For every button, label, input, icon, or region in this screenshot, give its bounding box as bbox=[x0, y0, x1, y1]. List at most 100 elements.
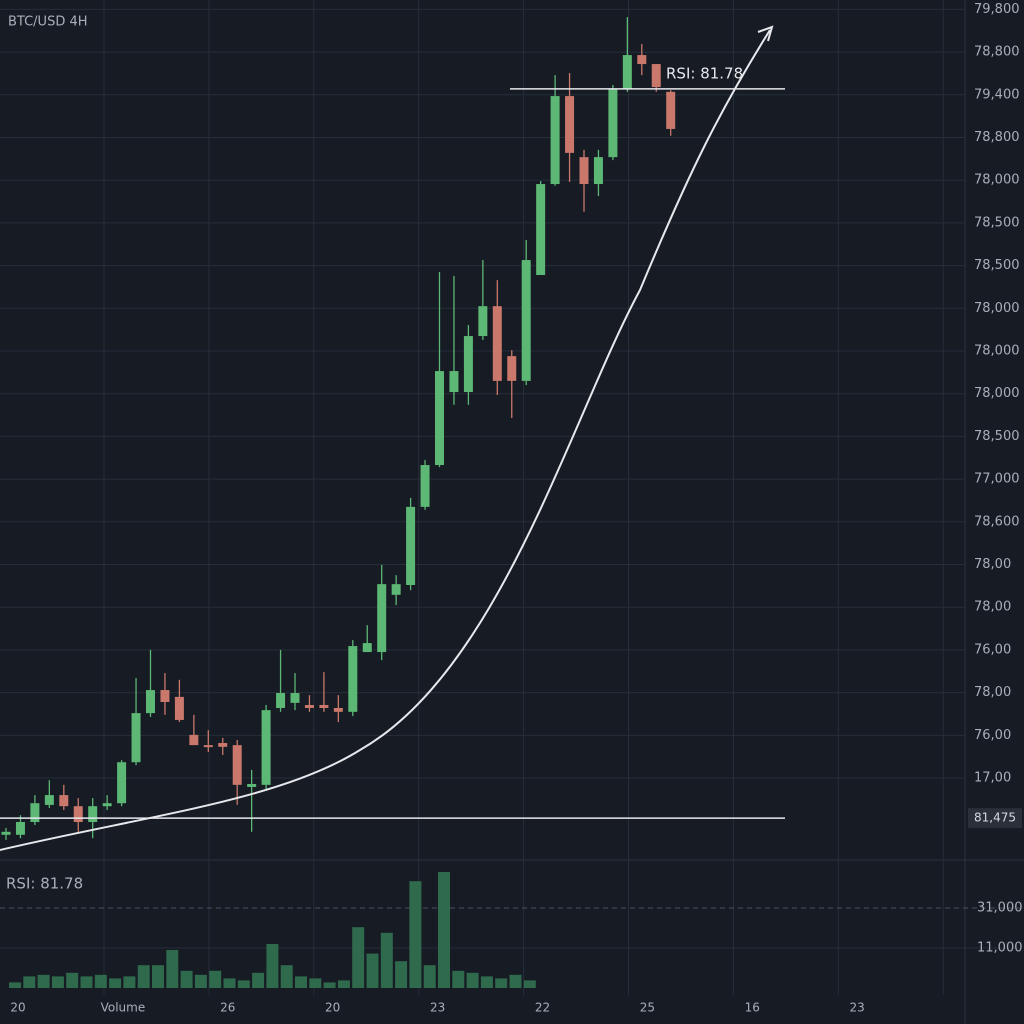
candle-body bbox=[261, 710, 271, 785]
volume-bar bbox=[94, 974, 107, 988]
candle-body bbox=[146, 690, 155, 714]
candle-body bbox=[536, 184, 546, 275]
y-tick-label: 11,000 bbox=[977, 941, 1023, 956]
candle-body bbox=[622, 55, 632, 89]
candle-body bbox=[478, 306, 488, 337]
candle-body bbox=[319, 704, 329, 708]
candle-body bbox=[232, 745, 242, 785]
candle-body bbox=[348, 646, 358, 712]
candle-body bbox=[550, 96, 560, 185]
candle-body bbox=[565, 96, 575, 153]
candle-body bbox=[44, 795, 54, 805]
volume-bar bbox=[123, 976, 136, 988]
volume-bar bbox=[380, 932, 393, 988]
candle-body bbox=[507, 356, 517, 381]
candle-body bbox=[579, 157, 589, 185]
candle-body bbox=[608, 88, 618, 158]
volume-bar bbox=[280, 965, 293, 988]
volume-bar bbox=[223, 978, 236, 988]
y-tick-label: 78,500 bbox=[974, 258, 1020, 273]
candle-body bbox=[290, 693, 300, 703]
candle-body bbox=[463, 336, 473, 392]
y-tick-label: 78,00 bbox=[974, 557, 1011, 572]
candle-body bbox=[131, 713, 141, 763]
candle-body bbox=[362, 643, 372, 653]
x-tick-label: 20 bbox=[10, 1001, 25, 1015]
candle-body bbox=[593, 157, 603, 185]
volume-bar bbox=[166, 950, 179, 988]
candle-body bbox=[189, 734, 199, 746]
y-tick-label: 78,600 bbox=[974, 514, 1020, 529]
volume-bar bbox=[395, 961, 408, 988]
candle-body bbox=[73, 806, 83, 822]
candle-body bbox=[391, 584, 401, 595]
volume-bar bbox=[180, 970, 193, 988]
candle-body bbox=[406, 506, 416, 586]
candle-body bbox=[521, 260, 531, 381]
candle-body bbox=[1, 831, 11, 835]
candle-body bbox=[449, 371, 459, 392]
candle-body bbox=[377, 584, 387, 653]
y-tick-label: 78,800 bbox=[974, 130, 1020, 145]
candle-body bbox=[666, 91, 676, 129]
volume-bar bbox=[409, 881, 422, 988]
volume-bar bbox=[209, 970, 222, 988]
candle-body bbox=[651, 64, 661, 88]
y-tick-label: 78,800 bbox=[974, 45, 1020, 60]
volume-bar bbox=[23, 976, 36, 988]
price-tag bbox=[968, 808, 1022, 829]
candle-body bbox=[276, 693, 286, 708]
volume-bar bbox=[194, 974, 207, 988]
candle-body bbox=[30, 803, 40, 822]
volume-bar bbox=[452, 970, 465, 988]
y-tick-label: 31,000 bbox=[977, 901, 1023, 916]
x-tick-label: 25 bbox=[640, 1001, 655, 1015]
y-tick-label: 79,400 bbox=[974, 87, 1020, 102]
y-tick-label: 78,000 bbox=[974, 173, 1020, 188]
arrow-head bbox=[757, 25, 774, 42]
price-label: 81,475 bbox=[974, 811, 1016, 825]
y-tick-label: 78,000 bbox=[974, 344, 1020, 359]
y-tick-label: 76,00 bbox=[974, 642, 1011, 657]
y-tick-label: 17,00 bbox=[974, 771, 1011, 786]
volume-bar bbox=[337, 980, 350, 988]
candle-body bbox=[174, 696, 184, 720]
volume-bar bbox=[523, 980, 536, 988]
x-tick-label: 16 bbox=[745, 1001, 760, 1015]
candle-body bbox=[15, 821, 25, 835]
volume-bar bbox=[423, 965, 436, 988]
volume-bar bbox=[137, 965, 150, 988]
volume-bar bbox=[51, 976, 64, 988]
volume-bar bbox=[109, 978, 122, 988]
x-tick-label: 26 bbox=[220, 1001, 235, 1015]
y-tick-label: 76,00 bbox=[974, 728, 1011, 743]
y-tick-label: 78,500 bbox=[974, 215, 1020, 230]
volume-bar bbox=[152, 965, 164, 988]
volume-bar bbox=[309, 978, 322, 988]
volume-bar bbox=[480, 976, 493, 988]
candle-body bbox=[492, 306, 502, 381]
y-tick-label: 78,000 bbox=[974, 386, 1020, 401]
chart-title: BTC/USD 4H bbox=[8, 15, 88, 30]
volume-bar bbox=[9, 982, 21, 988]
volume-bar bbox=[80, 976, 93, 988]
y-tick-label: 78,500 bbox=[974, 429, 1020, 444]
volume-bar bbox=[438, 872, 450, 988]
pane-title: RSI: 81.78 bbox=[6, 875, 83, 893]
x-tick-label: 20 bbox=[325, 1001, 340, 1015]
candle-body bbox=[637, 55, 647, 65]
volume-bar bbox=[66, 972, 79, 988]
x-tick-label: 23 bbox=[430, 1001, 445, 1015]
volume-bar bbox=[37, 974, 50, 988]
y-tick-label: 78,00 bbox=[974, 685, 1011, 700]
y-tick-label: 79,800 bbox=[974, 2, 1020, 17]
candle-body bbox=[333, 707, 343, 712]
candle-body bbox=[160, 690, 170, 703]
volume-bar bbox=[495, 978, 508, 988]
volume-bar bbox=[466, 972, 479, 988]
volume-bar bbox=[237, 980, 250, 988]
resistance-label: RSI: 81.78 bbox=[666, 64, 743, 82]
